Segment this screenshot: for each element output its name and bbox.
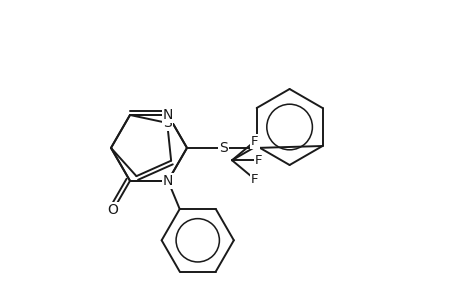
- Text: S: S: [218, 141, 227, 155]
- Text: N: N: [162, 174, 173, 188]
- Text: F: F: [251, 173, 258, 186]
- Text: N: N: [162, 108, 173, 122]
- Text: S: S: [162, 116, 171, 130]
- Text: F: F: [251, 135, 258, 148]
- Text: F: F: [254, 154, 262, 167]
- Text: O: O: [107, 203, 118, 218]
